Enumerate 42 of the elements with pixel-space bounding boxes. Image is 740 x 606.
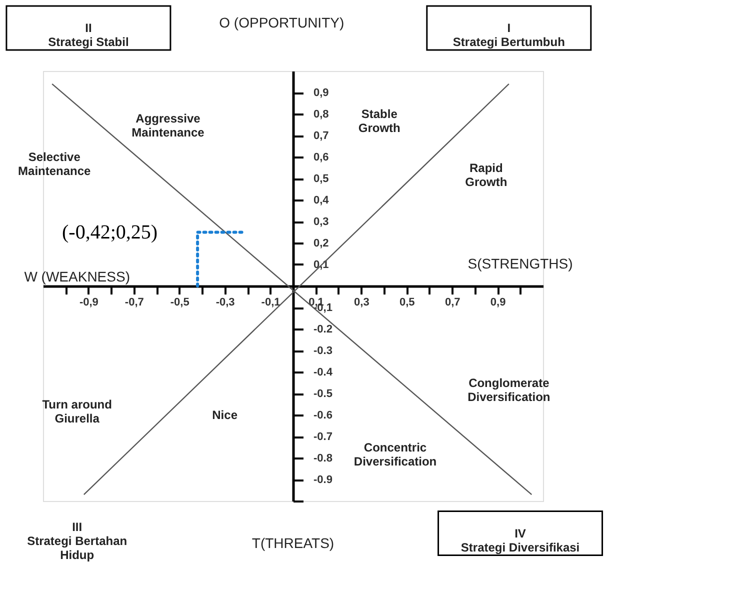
- annotation: Stable Growth: [358, 107, 400, 135]
- y-tick-label: 0,9: [314, 87, 329, 99]
- x-tick-label: -0,5: [170, 296, 190, 308]
- x-tick-label: -0,7: [124, 296, 144, 308]
- y-tick-label: -0.6: [314, 410, 332, 422]
- x-tick-label: 0,7: [444, 296, 460, 308]
- y-tick-label: -0.5: [314, 388, 332, 400]
- text: T(THREATS): [252, 535, 334, 551]
- text: O (OPPORTUNITY): [219, 14, 344, 31]
- x-tick-label: -0,9: [79, 296, 98, 308]
- x-tick-label: 0,3: [354, 296, 370, 308]
- text: I Strategi Bertumbuh: [452, 21, 565, 49]
- y-tick-label: 0,5: [314, 173, 329, 185]
- y-tick-label: 0,3: [314, 216, 329, 228]
- annotation: S(STRENGTHS): [468, 256, 573, 272]
- text: IV Strategi Diversifikasi: [460, 526, 580, 554]
- y-tick-label: 0,8: [314, 108, 329, 120]
- y-tick-label: 0,4: [314, 194, 330, 206]
- annotation: (-0,42;0,25): [62, 221, 158, 244]
- annotation: W (WEAKNESS): [24, 268, 130, 284]
- y-tick-label: -0.3: [314, 345, 332, 357]
- x-tick-label: 0,9: [490, 296, 506, 308]
- y-tick-label: 0,2: [314, 238, 329, 250]
- annotation: Selective Maintenance: [18, 150, 92, 178]
- annotation: Nice: [212, 408, 238, 422]
- y-tick-label: -0.4: [314, 366, 334, 378]
- text: III Strategi Bertahan Hidup: [27, 520, 128, 562]
- y-tick-label: -0.9: [314, 474, 332, 486]
- annotation: Conglomerate Diversification: [468, 376, 550, 404]
- y-tick-label: -0.7: [314, 431, 332, 443]
- annotation: Concentric Diversification: [354, 440, 437, 468]
- annotation: Aggressive Maintenance: [132, 111, 205, 140]
- annotation: Turn around Giurella: [42, 397, 112, 426]
- y-tick-label: 0,7: [314, 130, 329, 142]
- x-tick-label: -0,3: [216, 296, 235, 308]
- y-tick-label: 0,6: [314, 152, 329, 164]
- y-tick-label: -0.2: [314, 324, 332, 336]
- x-tick-label: 0,5: [399, 296, 415, 308]
- text: II Strategi Stabil: [48, 21, 129, 49]
- x-tick-label: -0,1: [261, 296, 280, 308]
- y-tick-label: -0.8: [314, 452, 332, 464]
- annotation: Rapid Growth: [465, 160, 508, 189]
